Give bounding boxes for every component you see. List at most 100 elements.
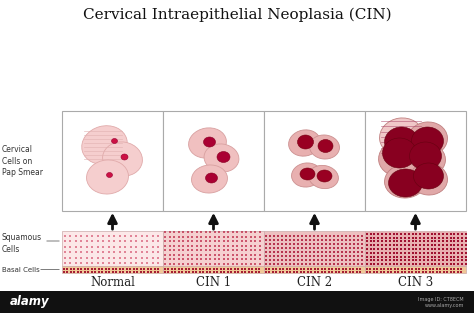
Point — [290, 261, 298, 266]
Point — [270, 245, 278, 250]
Point — [72, 255, 80, 260]
Point — [439, 239, 447, 244]
Point — [189, 239, 196, 244]
Point — [266, 233, 274, 239]
Point — [306, 233, 314, 239]
Point — [342, 258, 350, 263]
Point — [105, 239, 112, 244]
Point — [207, 234, 214, 239]
Point — [346, 261, 354, 266]
Ellipse shape — [310, 135, 339, 159]
Ellipse shape — [410, 142, 441, 170]
Point — [336, 266, 343, 271]
Point — [220, 248, 228, 253]
Point — [172, 269, 179, 274]
Point — [100, 239, 107, 244]
Point — [77, 239, 85, 244]
Point — [238, 230, 246, 235]
Point — [443, 243, 450, 248]
Point — [367, 258, 374, 263]
Point — [207, 252, 214, 257]
Point — [155, 261, 162, 266]
Point — [447, 269, 455, 274]
Point — [229, 239, 237, 244]
Point — [155, 239, 162, 244]
Point — [216, 230, 223, 235]
Point — [211, 261, 219, 266]
Point — [428, 262, 435, 267]
Point — [221, 266, 228, 271]
Point — [224, 269, 232, 274]
Bar — [163, 111, 264, 211]
Point — [287, 269, 294, 274]
Point — [306, 249, 314, 254]
Point — [207, 243, 214, 248]
Point — [83, 244, 91, 249]
Point — [386, 239, 393, 244]
Point — [270, 233, 278, 239]
Point — [378, 239, 386, 244]
Point — [326, 261, 334, 266]
Point — [207, 269, 214, 274]
Ellipse shape — [111, 138, 118, 143]
Point — [89, 261, 96, 266]
Point — [109, 269, 117, 274]
Point — [384, 269, 392, 274]
Point — [71, 269, 78, 274]
Point — [256, 248, 264, 253]
Point — [266, 269, 273, 274]
Point — [367, 246, 374, 251]
Point — [229, 230, 237, 235]
Point — [322, 258, 330, 263]
Point — [89, 255, 96, 260]
Point — [318, 238, 326, 243]
Point — [235, 269, 242, 274]
Point — [451, 266, 458, 271]
Point — [273, 266, 280, 271]
Point — [298, 258, 306, 263]
Point — [121, 255, 129, 260]
Point — [211, 257, 219, 262]
Point — [458, 246, 465, 251]
Point — [382, 262, 390, 267]
Point — [420, 262, 428, 267]
Point — [116, 233, 124, 238]
Point — [401, 239, 409, 244]
Point — [397, 254, 405, 259]
Point — [424, 231, 431, 236]
Point — [137, 269, 145, 274]
Point — [363, 231, 371, 236]
Point — [243, 243, 250, 248]
Point — [171, 252, 178, 257]
Point — [378, 235, 386, 240]
Point — [386, 243, 393, 248]
Point — [127, 239, 135, 244]
Point — [450, 258, 458, 263]
Point — [91, 269, 99, 274]
Point — [113, 266, 120, 271]
Point — [447, 258, 454, 263]
Point — [386, 231, 393, 236]
Point — [382, 246, 390, 251]
Point — [378, 250, 386, 255]
Point — [330, 261, 338, 266]
Point — [420, 239, 428, 244]
Point — [100, 261, 107, 266]
Point — [458, 235, 465, 240]
Point — [294, 266, 301, 271]
Point — [166, 257, 173, 262]
Point — [435, 254, 443, 259]
Point — [270, 249, 278, 254]
Point — [330, 258, 338, 263]
Bar — [62, 231, 163, 266]
Ellipse shape — [189, 128, 227, 158]
Point — [193, 252, 201, 257]
Point — [138, 244, 146, 249]
Point — [164, 269, 172, 274]
Point — [276, 269, 284, 274]
Ellipse shape — [410, 163, 447, 195]
Point — [247, 252, 255, 257]
Point — [189, 252, 196, 257]
Point — [225, 234, 232, 239]
Point — [322, 249, 330, 254]
